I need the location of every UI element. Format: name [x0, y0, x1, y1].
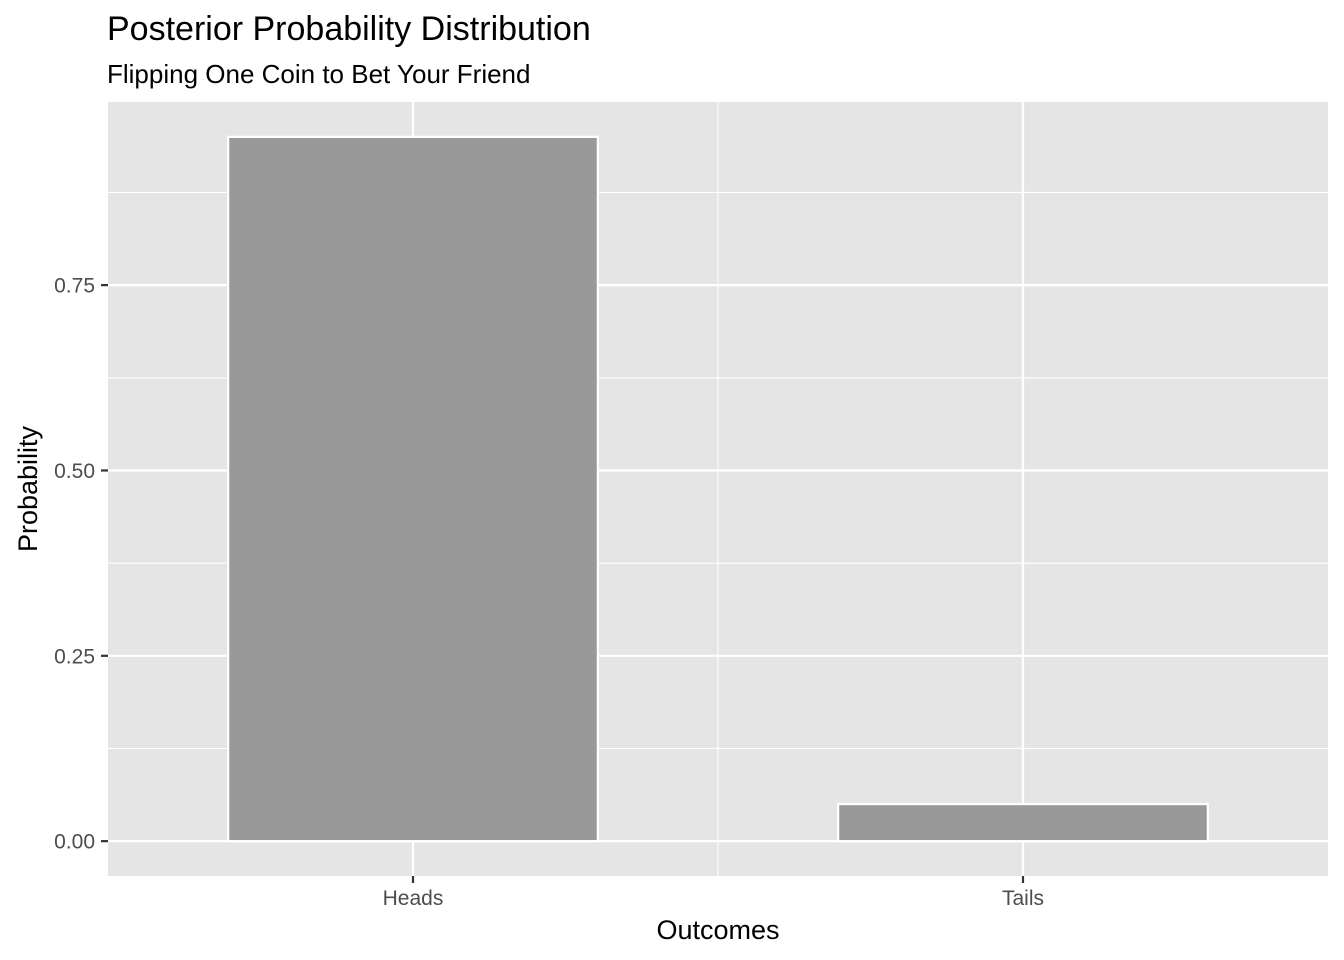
- bars: [227, 135, 1209, 843]
- bar-heads: [227, 135, 599, 843]
- y-tick-label: 0.75: [54, 275, 95, 298]
- y-axis-title: Probability: [13, 425, 43, 552]
- x-tick-label: Tails: [1002, 887, 1044, 910]
- chart-subtitle: Flipping One Coin to Bet Your Friend: [107, 59, 530, 89]
- y-tick-label: 0.25: [54, 645, 95, 668]
- y-tick-label: 0.50: [54, 460, 95, 483]
- x-tick-label: Heads: [383, 887, 444, 910]
- bar-tails: [837, 802, 1209, 843]
- x-axis-title: Outcomes: [656, 915, 779, 945]
- y-axis: 0.00 0.25 0.50 0.75: [54, 275, 108, 854]
- chart-title: Posterior Probability Distribution: [107, 10, 591, 48]
- x-axis: Heads Tails: [383, 876, 1044, 910]
- y-tick-label: 0.00: [54, 831, 95, 854]
